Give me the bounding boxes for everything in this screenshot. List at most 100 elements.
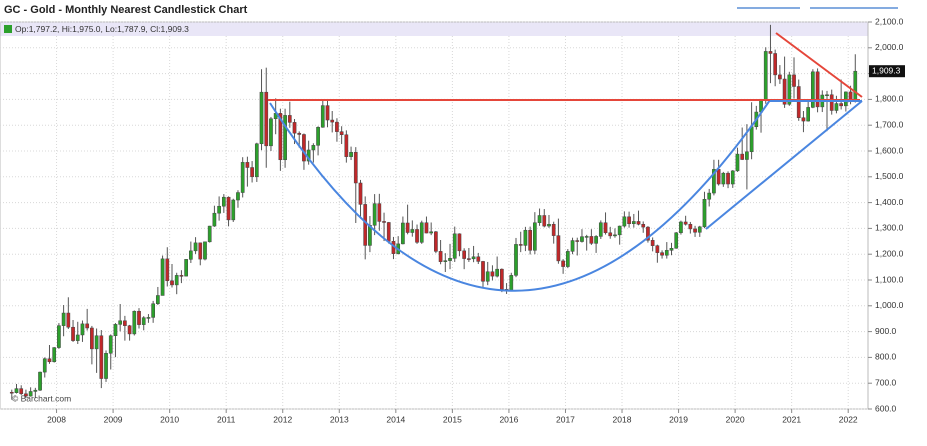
candle-body bbox=[123, 320, 127, 326]
candle-body bbox=[410, 229, 415, 233]
candle-body bbox=[259, 91, 264, 145]
candle-body bbox=[613, 234, 617, 237]
candle-body bbox=[749, 126, 754, 153]
candle-body bbox=[467, 258, 471, 260]
candle-body bbox=[188, 250, 193, 260]
candle-body bbox=[179, 275, 184, 277]
candle-body bbox=[325, 105, 330, 121]
candle-body bbox=[655, 245, 660, 253]
candle-body bbox=[448, 258, 452, 261]
candle-body bbox=[203, 241, 207, 260]
candle-body bbox=[528, 229, 532, 251]
candle-body bbox=[94, 335, 99, 350]
candle-body bbox=[763, 51, 768, 100]
candle-body bbox=[664, 250, 669, 256]
candle-body bbox=[429, 231, 434, 234]
candle-body bbox=[156, 295, 160, 304]
candle-body bbox=[184, 259, 188, 277]
candle-body bbox=[848, 91, 853, 101]
x-tick-label: 2020 bbox=[726, 414, 745, 424]
candle-body bbox=[730, 170, 735, 185]
candle-body bbox=[9, 391, 14, 394]
candle-body bbox=[320, 105, 325, 128]
candle-body bbox=[532, 222, 537, 251]
x-tick-label: 2021 bbox=[782, 414, 801, 424]
candle-body bbox=[518, 244, 523, 246]
candle-body bbox=[339, 131, 344, 135]
y-tick-label: 1,200.0 bbox=[875, 248, 904, 258]
candle-body bbox=[66, 312, 71, 328]
candle-body bbox=[457, 233, 462, 252]
x-tick-label: 2022 bbox=[839, 414, 858, 424]
candle-body bbox=[118, 320, 123, 325]
candle-body bbox=[796, 86, 801, 118]
candle-body bbox=[240, 162, 245, 193]
legend-swatch bbox=[4, 25, 12, 33]
candle-body bbox=[603, 222, 608, 234]
candle-body bbox=[641, 224, 646, 228]
candle-body bbox=[217, 205, 221, 214]
candle-body bbox=[104, 353, 108, 379]
candle-body bbox=[424, 222, 429, 234]
candle-body bbox=[570, 240, 575, 252]
candle-body bbox=[598, 222, 603, 237]
candle-body bbox=[825, 94, 829, 97]
y-tick-label: 1,600.0 bbox=[875, 145, 904, 155]
candle-body bbox=[844, 91, 848, 107]
candle-body bbox=[707, 192, 712, 200]
candle-body bbox=[377, 203, 382, 222]
candle-body bbox=[773, 53, 778, 76]
down-trendline bbox=[775, 32, 863, 98]
candle-body bbox=[693, 228, 697, 233]
candle-body bbox=[226, 196, 231, 221]
candle-body bbox=[792, 74, 796, 87]
candle-body bbox=[165, 258, 170, 282]
candle-body bbox=[669, 248, 674, 251]
candle-body bbox=[806, 107, 811, 122]
candle-body bbox=[108, 335, 113, 354]
x-tick-label: 2015 bbox=[443, 414, 462, 424]
candle-body bbox=[726, 172, 730, 185]
last-price-label: 1,909.3 bbox=[872, 65, 901, 75]
candle-body bbox=[174, 275, 179, 286]
candle-body bbox=[542, 215, 547, 227]
candle-body bbox=[580, 236, 584, 242]
candle-body bbox=[386, 222, 391, 242]
candle-body bbox=[71, 326, 75, 341]
candle-body bbox=[349, 152, 353, 157]
candle-body bbox=[212, 212, 217, 227]
candle-body bbox=[254, 143, 259, 178]
candle-body bbox=[782, 78, 787, 105]
y-tick-label: 1,700.0 bbox=[875, 119, 904, 129]
y-tick-label: 2,000.0 bbox=[875, 42, 904, 52]
candle-body bbox=[245, 162, 250, 168]
candle-body bbox=[335, 121, 339, 132]
candle-body bbox=[660, 252, 664, 256]
candle-body bbox=[443, 260, 448, 262]
candle-body bbox=[735, 153, 740, 172]
candle-body bbox=[292, 122, 297, 134]
candle-body bbox=[688, 224, 693, 230]
candle-body bbox=[344, 134, 349, 157]
candle-body bbox=[269, 118, 273, 147]
candle-body bbox=[85, 323, 90, 329]
candle-body bbox=[372, 203, 377, 226]
candle-body bbox=[679, 221, 683, 234]
candle-body bbox=[99, 335, 104, 379]
candle-body bbox=[778, 74, 782, 80]
candle-body bbox=[674, 232, 679, 249]
candle-body bbox=[353, 152, 358, 184]
candle-body bbox=[514, 244, 518, 276]
candle-body bbox=[250, 167, 254, 178]
x-tick-label: 2011 bbox=[217, 414, 236, 424]
candle-body bbox=[151, 303, 155, 318]
candle-body bbox=[547, 224, 551, 227]
candle-body bbox=[57, 325, 61, 348]
candle-body bbox=[363, 204, 368, 246]
candle-body bbox=[490, 271, 495, 277]
candle-body bbox=[697, 226, 702, 233]
candle-body bbox=[132, 310, 137, 335]
candle-body bbox=[481, 261, 485, 282]
candle-body bbox=[236, 192, 240, 201]
